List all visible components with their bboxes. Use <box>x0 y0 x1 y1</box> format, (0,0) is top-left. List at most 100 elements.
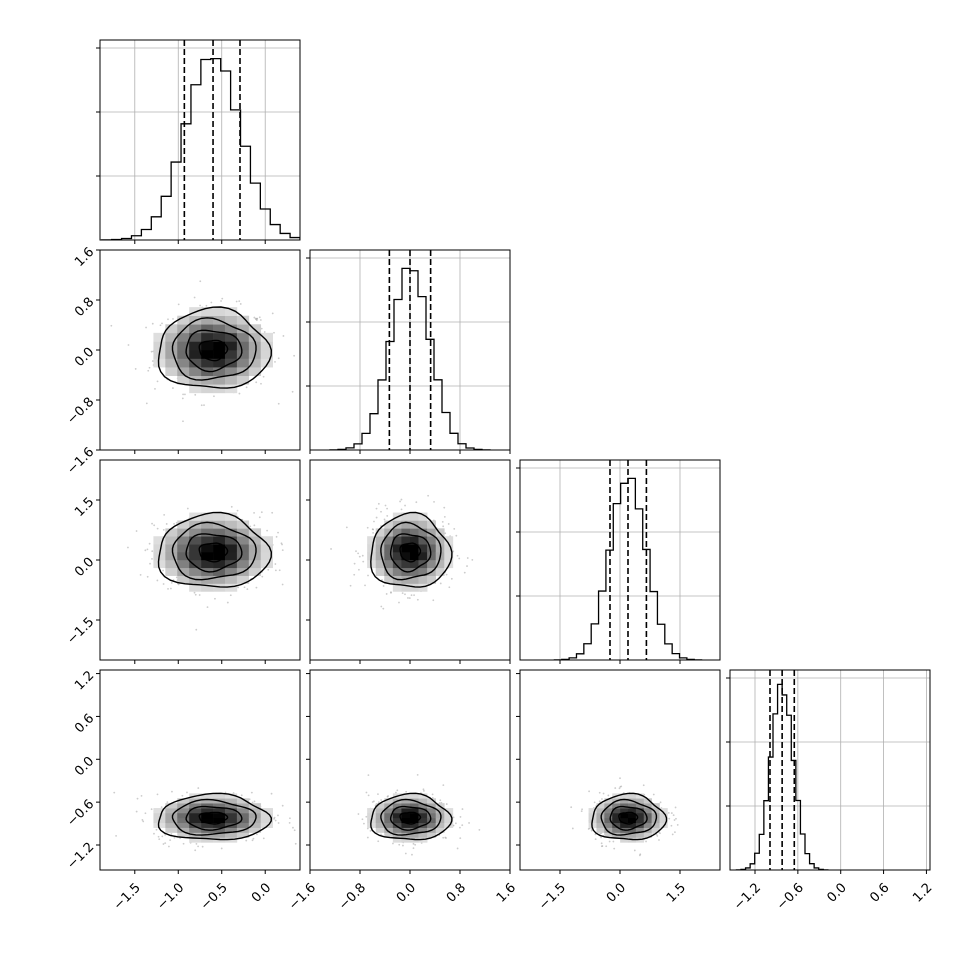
density-cell <box>224 803 238 809</box>
density-cell <box>153 341 166 351</box>
density-cell <box>620 793 629 799</box>
scatter-point <box>442 784 445 787</box>
density-cell <box>392 812 402 819</box>
scatter-point <box>380 510 382 513</box>
scatter-point <box>172 387 174 389</box>
panel-content <box>127 505 284 631</box>
density-cell <box>213 803 226 809</box>
scatter-point <box>170 587 172 590</box>
density-cell <box>165 817 178 824</box>
density-cell <box>401 520 411 529</box>
scatter-point <box>151 322 154 325</box>
scatter-point <box>670 824 673 827</box>
density-cell <box>224 832 238 838</box>
x-tick-label: −1.6 <box>286 880 319 913</box>
density-cell <box>177 827 190 833</box>
density-cell <box>643 817 652 824</box>
density-cell <box>384 536 394 545</box>
scatter-point <box>456 554 459 557</box>
density-cell <box>248 332 262 342</box>
scatter-point <box>277 814 279 817</box>
scatter-point <box>220 847 223 850</box>
density-cell <box>189 341 202 351</box>
scatter-point <box>614 787 617 789</box>
scatter-point <box>253 800 256 803</box>
scatter-point <box>386 515 389 517</box>
x-tick-label: 0.8 <box>444 880 469 905</box>
density-cell <box>427 552 437 561</box>
density-cell <box>392 552 402 561</box>
scatter-point <box>587 828 590 830</box>
density-cell <box>260 812 273 819</box>
contour-4 <box>591 792 668 841</box>
density-cell <box>248 358 262 368</box>
density-cell <box>427 812 437 819</box>
scatter-point <box>461 824 464 827</box>
scatter-point <box>151 522 153 525</box>
panel-bg <box>730 670 930 870</box>
scatter-point <box>206 606 209 609</box>
density-cell <box>224 536 238 545</box>
scatter-point <box>237 586 240 589</box>
density-cell <box>643 812 652 819</box>
density-cell <box>628 812 637 819</box>
scatter-point <box>414 843 417 846</box>
density-cells <box>153 307 273 394</box>
density-cell <box>401 528 411 537</box>
scatter-point <box>468 822 470 824</box>
panel-0-0 <box>96 39 301 244</box>
density-cell <box>165 341 178 351</box>
scatter-point <box>459 826 461 829</box>
density-cell <box>248 827 262 833</box>
density-cell <box>201 315 214 325</box>
contour-1 <box>198 339 229 362</box>
contour-2 <box>185 329 243 373</box>
scatter-point <box>199 280 202 283</box>
scatter-point <box>160 806 163 809</box>
density-cell <box>189 528 202 537</box>
scatter-point <box>263 331 266 333</box>
scatter-point <box>235 300 238 303</box>
density-cell <box>659 812 668 819</box>
scatter-point <box>127 546 129 549</box>
density-cell <box>392 822 402 828</box>
scatter-point <box>153 524 156 527</box>
scatter-point <box>197 845 199 848</box>
density-cell <box>588 812 597 819</box>
density-cell <box>635 803 645 809</box>
density-cell <box>375 822 385 828</box>
panel-3-2 <box>516 669 721 874</box>
scatter-point <box>246 588 249 590</box>
density-cell <box>392 827 402 833</box>
y-tick-label: 0.8 <box>72 295 97 320</box>
density-cell <box>236 358 250 368</box>
scatter-point <box>382 585 385 587</box>
scatter-point <box>571 827 574 830</box>
density-cell <box>153 536 166 545</box>
scatter-point <box>427 494 430 497</box>
density-cell <box>165 544 178 553</box>
density-cell <box>418 827 428 833</box>
density-cell <box>375 812 385 819</box>
scatter-point <box>674 806 677 809</box>
density-cell <box>410 544 419 553</box>
scatter-point <box>164 842 167 845</box>
y-tick-label: −0.6 <box>64 797 97 830</box>
scatter-point <box>254 317 257 320</box>
y-tick-label: 1.2 <box>72 668 97 693</box>
density-cell <box>153 812 166 819</box>
scatter-point <box>253 316 256 319</box>
density-cell <box>213 822 226 828</box>
density-cell <box>177 375 190 385</box>
density-cell <box>384 575 394 584</box>
scatter-point <box>224 791 227 794</box>
scatter-point <box>161 835 164 838</box>
density-cell <box>224 341 238 351</box>
scatter-point <box>407 597 409 599</box>
scatter-point <box>245 386 248 389</box>
density-cell <box>628 817 637 824</box>
scatter-point <box>214 597 216 600</box>
scatter-point <box>251 839 254 842</box>
scatter-point <box>366 526 369 529</box>
density-cell <box>435 528 445 537</box>
